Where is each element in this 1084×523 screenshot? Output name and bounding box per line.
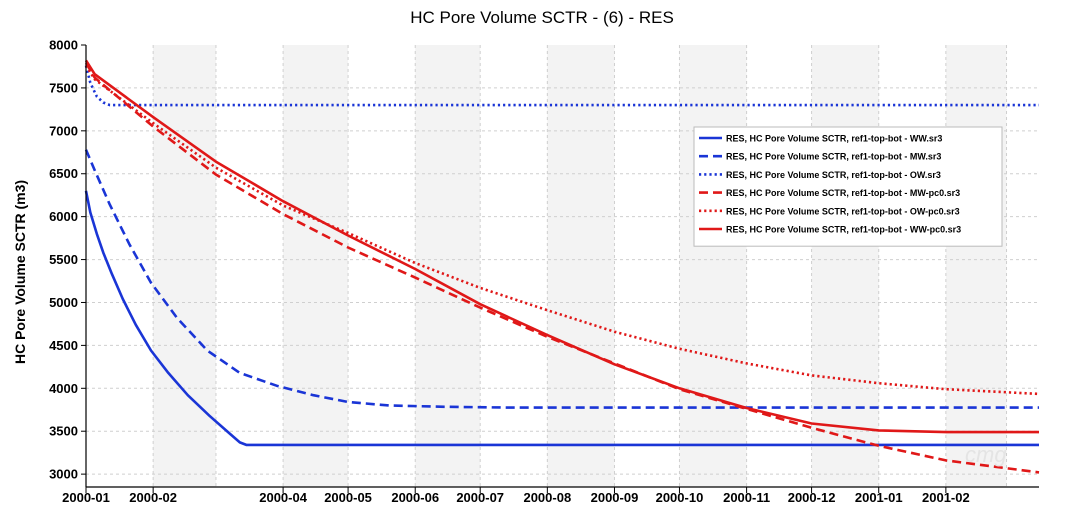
- series-layer: [84, 59, 1040, 474]
- y-axis-ticks: 3000 3500 4000 4500 5000 5500 6000 6500 7000 7500…: [49, 38, 86, 482]
- x-tick-label: 2000-09: [591, 490, 639, 505]
- legend-label: RES, HC Pore Volume SCTR, ref1-top-bot -…: [726, 206, 960, 216]
- x-tick-label: 2000-02: [129, 490, 177, 505]
- y-tick-label: 4500: [49, 338, 78, 353]
- month-band: [547, 45, 615, 487]
- series-line-1: [84, 190, 1039, 447]
- x-tick-label: 2001-01: [855, 490, 903, 505]
- month-band: [283, 45, 349, 487]
- y-tick-label: 3000: [49, 467, 78, 482]
- series-line-6: [84, 59, 1039, 434]
- month-band: [679, 45, 747, 487]
- y-tick-label: 5500: [49, 252, 78, 267]
- x-tick-label: 2000-01: [62, 490, 110, 505]
- x-tick-label: 2000-05: [324, 490, 372, 505]
- series-line-3: [84, 65, 1039, 107]
- series-line-4: [84, 62, 1040, 474]
- legend-label: RES, HC Pore Volume SCTR, ref1-top-bot -…: [726, 170, 941, 180]
- legend-label: RES, HC Pore Volume SCTR, ref1-top-bot -…: [726, 188, 960, 198]
- y-tick-label: 5000: [49, 295, 78, 310]
- x-tick-label: 2000-07: [456, 490, 504, 505]
- y-axis-label: HC Pore Volume SCTR (m3): [12, 180, 28, 364]
- x-tick-label: 2000-08: [523, 490, 571, 505]
- legend-box: [693, 126, 1003, 247]
- x-tick-label: 2001-02: [922, 490, 970, 505]
- legend-label: RES, HC Pore Volume SCTR, ref1-top-bot -…: [726, 152, 941, 162]
- x-tick-label: 2000-11: [723, 490, 770, 505]
- month-band: [811, 45, 879, 487]
- series-line-5: [84, 64, 1040, 396]
- x-tick-label: 2000-10: [656, 490, 704, 505]
- month-band: [945, 45, 1007, 487]
- chart-title: HC Pore Volume SCTR - (6) - RES: [410, 8, 674, 27]
- y-tick-label: 8000: [49, 38, 78, 53]
- series-line-2: [84, 149, 1039, 409]
- legend-label: RES, HC Pore Volume SCTR, ref1-top-bot -…: [726, 225, 961, 235]
- y-tick-label: 6000: [49, 209, 78, 224]
- x-axis-ticks: 2000-01 2000-02 2000-04 2000-05 2000-06 2000-…: [62, 487, 970, 505]
- x-tick-label: 2000-12: [788, 490, 836, 505]
- grid-lines: [86, 45, 1039, 487]
- plot-area: [86, 45, 1039, 487]
- y-tick-label: 4000: [49, 381, 78, 396]
- y-tick-label: 7500: [49, 80, 78, 95]
- legend-label: RES, HC Pore Volume SCTR, ref1-top-bot -…: [726, 134, 942, 144]
- y-tick-label: 6500: [49, 166, 78, 181]
- y-tick-label: 3500: [49, 424, 78, 439]
- axes: [85, 45, 1039, 488]
- month-band: [415, 45, 481, 487]
- x-tick-label: 2000-06: [391, 490, 439, 505]
- x-tick-label: 2000-04: [259, 490, 307, 505]
- legend: RES, HC Pore Volume SCTR, ref1-top-bot -…: [693, 126, 1003, 247]
- month-band: [153, 45, 216, 487]
- y-tick-label: 7000: [49, 123, 78, 138]
- watermark-logo: cmg: [965, 442, 1007, 467]
